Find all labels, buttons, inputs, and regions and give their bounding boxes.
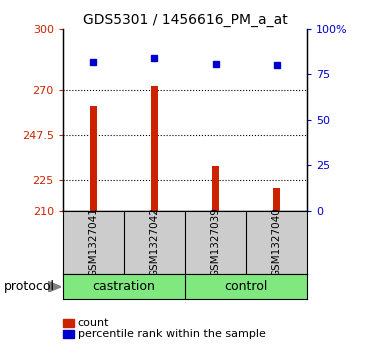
Text: count: count: [78, 318, 109, 328]
Bar: [212, 166, 219, 211]
Bar: [273, 188, 280, 211]
Text: GSM1327042: GSM1327042: [149, 207, 159, 277]
Title: GDS5301 / 1456616_PM_a_at: GDS5301 / 1456616_PM_a_at: [83, 13, 287, 26]
Bar: [90, 106, 97, 211]
Text: GSM1327041: GSM1327041: [88, 207, 98, 277]
Text: protocol: protocol: [4, 280, 55, 293]
Bar: [151, 86, 158, 211]
Polygon shape: [48, 281, 61, 292]
Text: GSM1327039: GSM1327039: [211, 207, 221, 277]
Text: GSM1327040: GSM1327040: [272, 207, 282, 277]
Text: castration: castration: [92, 280, 155, 293]
Text: control: control: [224, 280, 268, 293]
Text: percentile rank within the sample: percentile rank within the sample: [78, 329, 266, 339]
